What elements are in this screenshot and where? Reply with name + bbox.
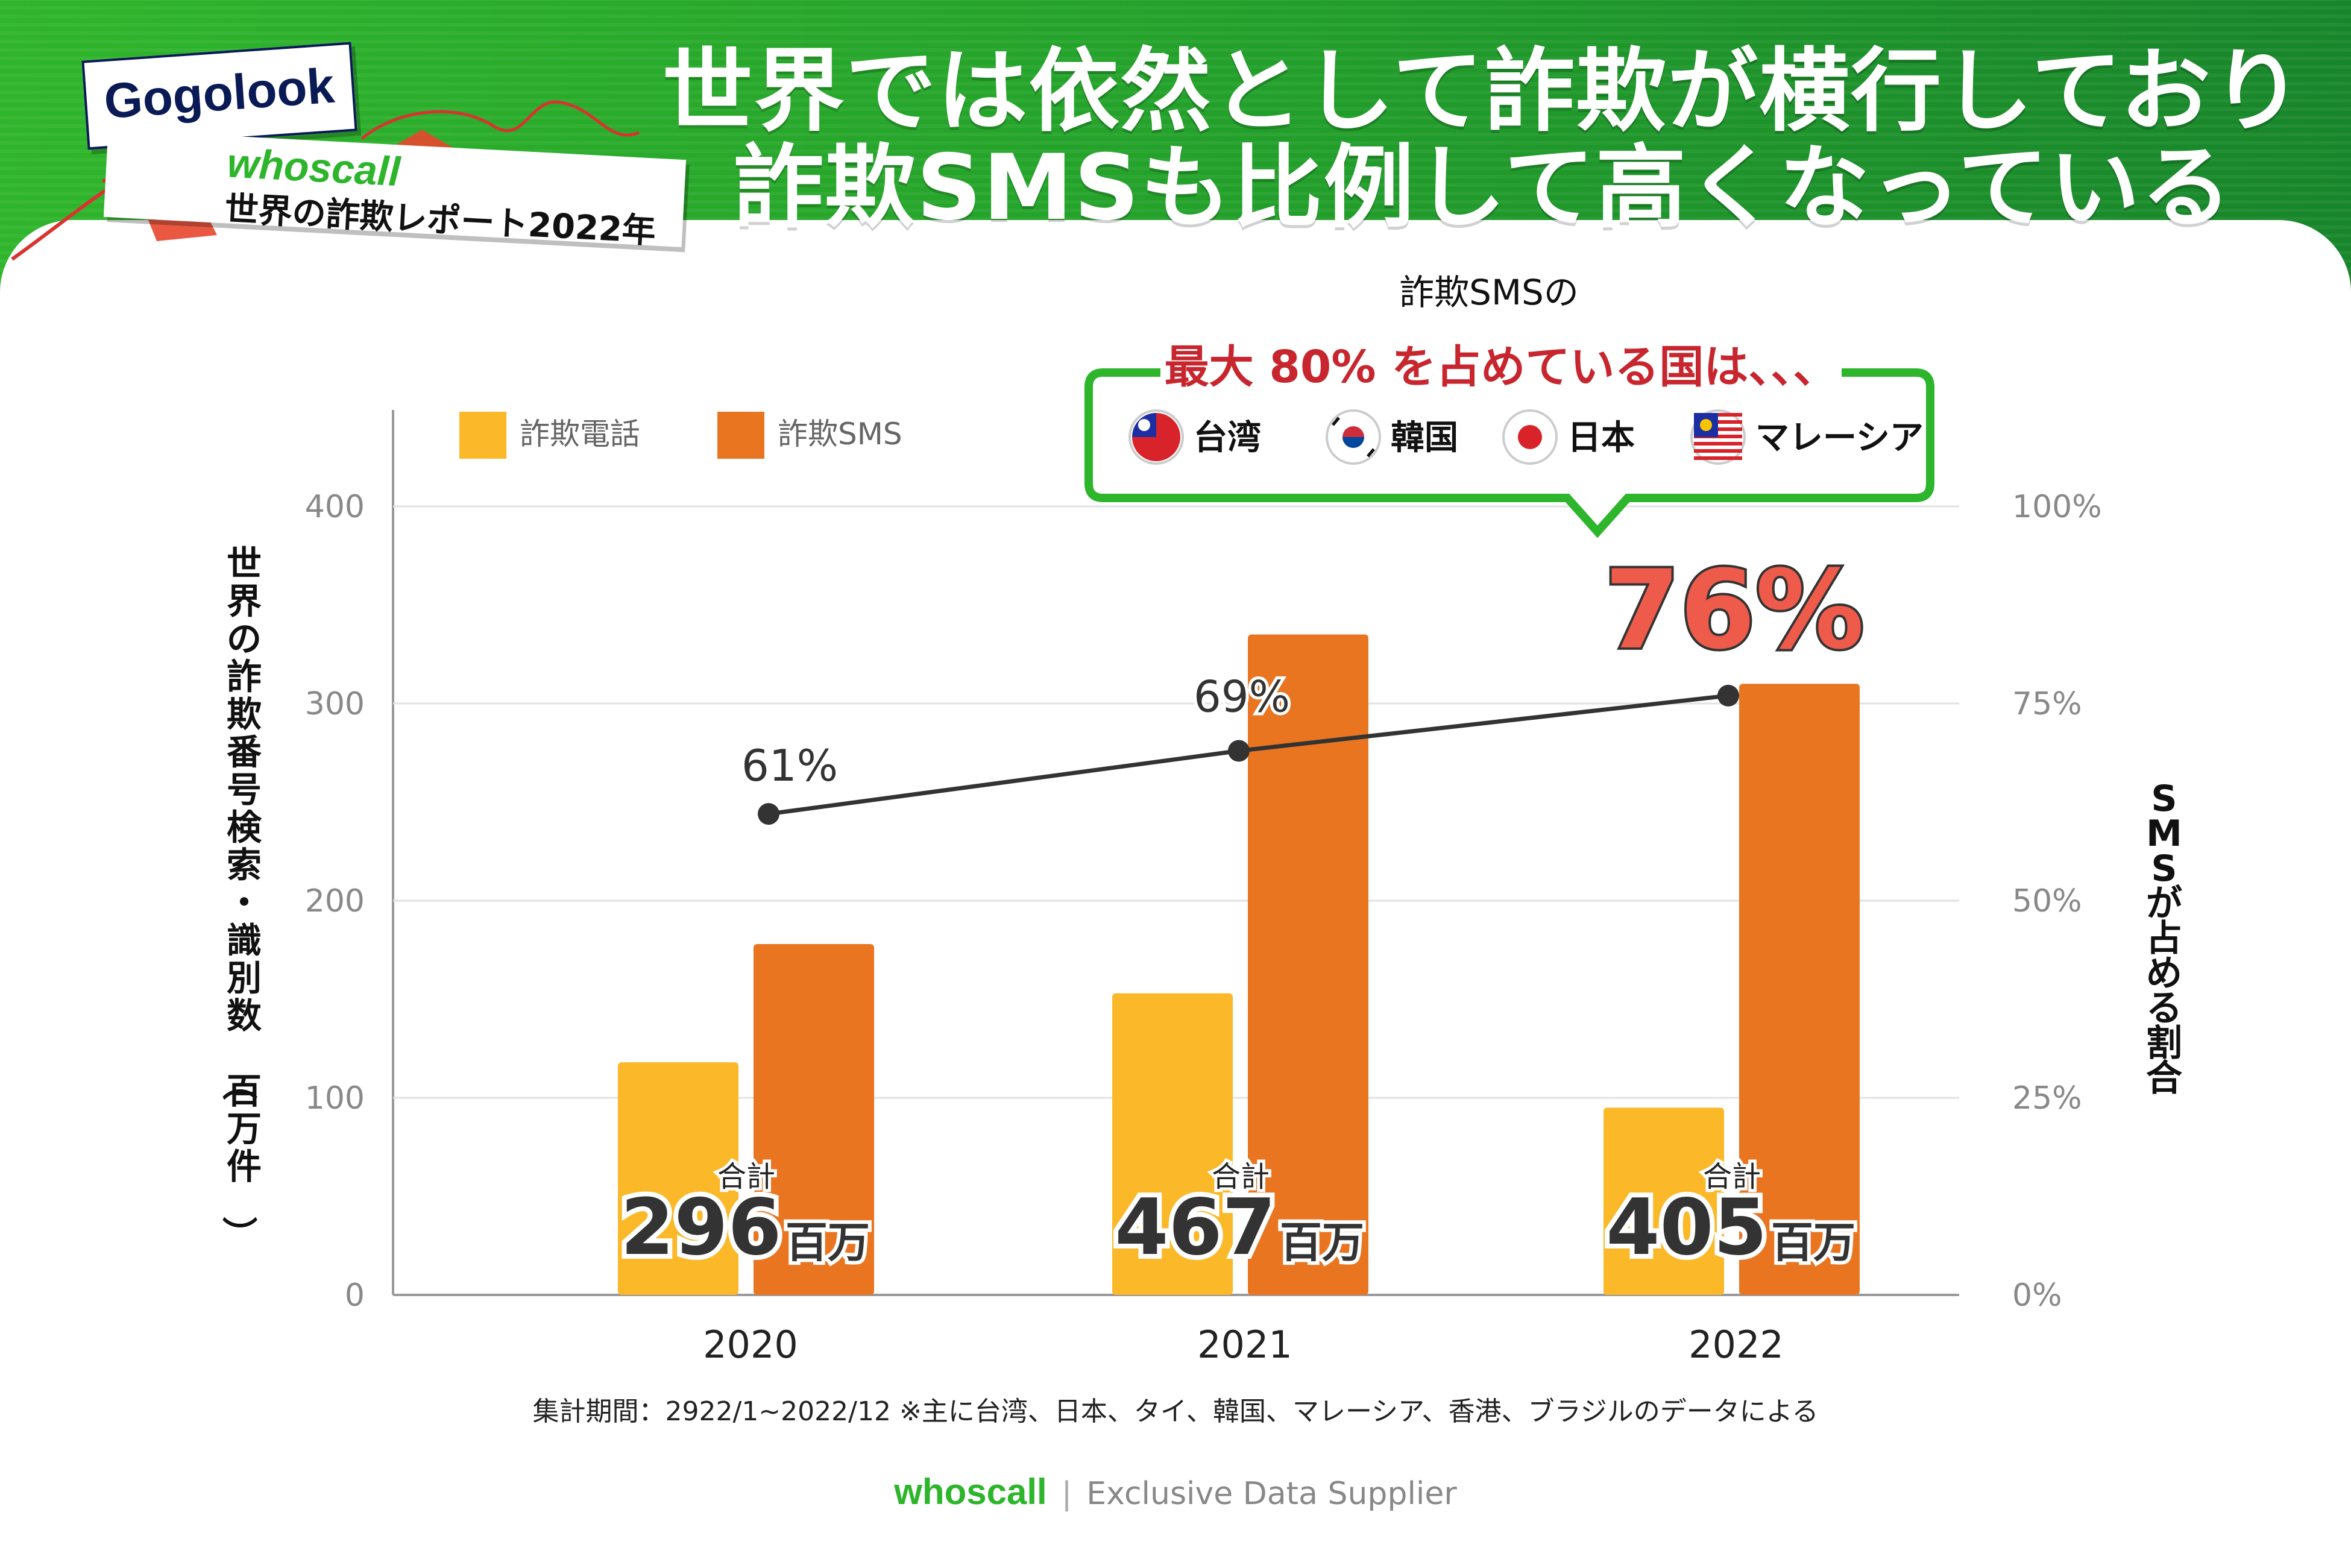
- country-label: 日本: [1567, 418, 1635, 458]
- total-value: 467: [1115, 1183, 1276, 1273]
- y2-axis-title: S M S が占める割合: [2146, 778, 2182, 1100]
- headline-line-1: 世界では依然として詐欺が横行しており: [662, 39, 2304, 144]
- share-label: 61%: [741, 740, 838, 791]
- y2-tick-label: 75%: [2012, 686, 2082, 722]
- callout-title: 最大 80% を占めている国は、、、: [1165, 341, 1838, 393]
- footer: whoscall | Exclusive Data Supplier: [0, 1471, 2351, 1513]
- footnote: 集計期間：2922/1~2022/12 ※主に台湾、日本、タイ、韓国、マレーシア…: [532, 1396, 1819, 1427]
- bar-calls-2022: [1604, 1107, 1724, 1295]
- headline-line-2: 詐欺SMSも比例して高くなっている: [733, 136, 2233, 241]
- total-label: 合計: [1212, 1160, 1270, 1194]
- total-value: 405: [1606, 1183, 1767, 1273]
- y-axis-title: 世界の詐欺番号検索・識別数（百万件）: [218, 543, 262, 1252]
- y-tick-label: 200: [305, 883, 365, 919]
- footer-supplier: Exclusive Data Supplier: [1086, 1476, 1457, 1512]
- share-point: [1228, 740, 1250, 762]
- flag-icon-2: [1502, 409, 1558, 465]
- flag-icon-3: [1690, 409, 1746, 465]
- y2-tick-label: 0%: [2012, 1277, 2062, 1314]
- y2-tick-label: 100%: [2012, 489, 2102, 525]
- y-tick-label: 300: [305, 686, 365, 722]
- total-unit: 百万: [785, 1218, 870, 1267]
- share-point: [1717, 684, 1739, 707]
- y2-tick-label: 25%: [2012, 1080, 2082, 1116]
- x-tick-label: 2022: [1689, 1323, 1784, 1367]
- share-label: 69%: [1194, 671, 1290, 722]
- share-label-highlight: 76%: [1605, 547, 1865, 673]
- bar-calls-2021: [1112, 993, 1233, 1295]
- total-value: 296: [620, 1183, 781, 1273]
- y-tick-label: 0: [345, 1277, 365, 1314]
- bar-sms-2021: [1248, 634, 1368, 1295]
- y-tick-label: 400: [305, 489, 365, 525]
- footer-brand: whoscall: [894, 1472, 1047, 1512]
- y-tick-label: 100: [305, 1080, 365, 1116]
- y2-tick-label: 50%: [2012, 883, 2082, 919]
- country-label: マレーシア: [1755, 418, 1924, 458]
- legend-swatch-calls: [459, 412, 506, 459]
- legend-label-sms: 詐欺SMS: [778, 417, 902, 452]
- x-tick-label: 2021: [1197, 1323, 1292, 1367]
- bar-sms-2022: [1739, 684, 1860, 1295]
- callout-lead: 詐欺SMSの: [1399, 272, 1579, 313]
- flag-icon-1: [1326, 409, 1381, 465]
- bar-sms-2020: [754, 943, 874, 1295]
- country-label: 台湾: [1194, 418, 1261, 458]
- country-label: 韓国: [1391, 418, 1458, 458]
- total-label: 合計: [1703, 1160, 1761, 1194]
- callout-title-backdrop: [1160, 344, 1842, 398]
- total-unit: 百万: [1280, 1218, 1364, 1267]
- share-point: [758, 803, 779, 825]
- footer-separator: |: [1061, 1476, 1072, 1512]
- legend-swatch-sms: [717, 412, 764, 459]
- bar-calls-2020: [618, 1062, 738, 1295]
- legend-label-calls: 詐欺電話: [520, 417, 640, 452]
- total-unit: 百万: [1771, 1218, 1855, 1267]
- flag-icon-0: [1128, 409, 1184, 465]
- x-tick-label: 2020: [703, 1323, 798, 1367]
- total-label: 合計: [717, 1160, 775, 1194]
